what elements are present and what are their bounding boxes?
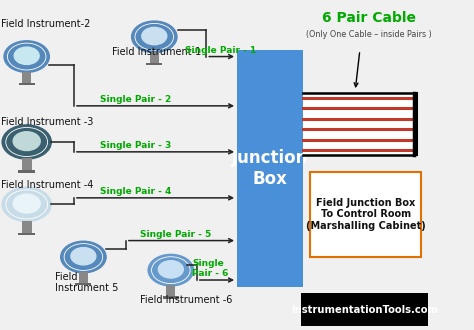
Bar [146,63,162,65]
Circle shape [13,132,40,150]
Text: Field Instrument-1: Field Instrument-1 [112,48,201,57]
Bar [18,170,35,173]
Text: Single Pair - 2: Single Pair - 2 [100,95,171,104]
Text: Junction
Box: Junction Box [232,149,308,188]
Text: Single Pair - 1: Single Pair - 1 [185,46,256,55]
Text: Field Instrument -6: Field Instrument -6 [140,295,232,305]
Text: Field Junction Box
To Control Room
(Marshalling Cabinet): Field Junction Box To Control Room (Mars… [306,198,426,231]
Circle shape [158,261,183,278]
Circle shape [2,187,51,221]
Bar [303,93,414,155]
Bar [301,293,428,326]
Text: 6 Pair Cable: 6 Pair Cable [322,11,416,24]
Bar [22,72,31,82]
Bar [237,50,303,286]
Circle shape [14,47,39,64]
Bar [163,296,179,299]
Text: Field Instrument -4: Field Instrument -4 [0,180,93,190]
Bar [75,283,91,285]
Text: (Only One Cable – inside Pairs ): (Only One Cable – inside Pairs ) [307,30,432,39]
Bar [150,52,159,63]
Circle shape [13,194,40,213]
Bar [22,158,32,170]
Bar [18,233,35,235]
Text: Field
Instrument 5: Field Instrument 5 [55,272,118,293]
Circle shape [71,248,96,265]
Text: Single
Pair - 6: Single Pair - 6 [192,259,228,279]
Bar [22,221,32,233]
Text: Single Pair - 4: Single Pair - 4 [100,187,171,196]
Circle shape [4,41,49,72]
Circle shape [2,125,51,159]
Circle shape [142,27,167,45]
Text: Field Instrument -3: Field Instrument -3 [0,117,93,127]
Bar [166,285,175,296]
Text: Single Pair - 3: Single Pair - 3 [100,141,171,150]
Bar [79,272,88,283]
Bar [19,82,35,85]
Bar [310,172,421,257]
Circle shape [61,241,106,273]
Circle shape [148,254,193,286]
Text: Field Instrument-2: Field Instrument-2 [0,19,90,29]
Circle shape [132,21,177,52]
Text: InstrumentationTools.com: InstrumentationTools.com [291,305,438,314]
Text: Single Pair - 5: Single Pair - 5 [140,230,211,239]
